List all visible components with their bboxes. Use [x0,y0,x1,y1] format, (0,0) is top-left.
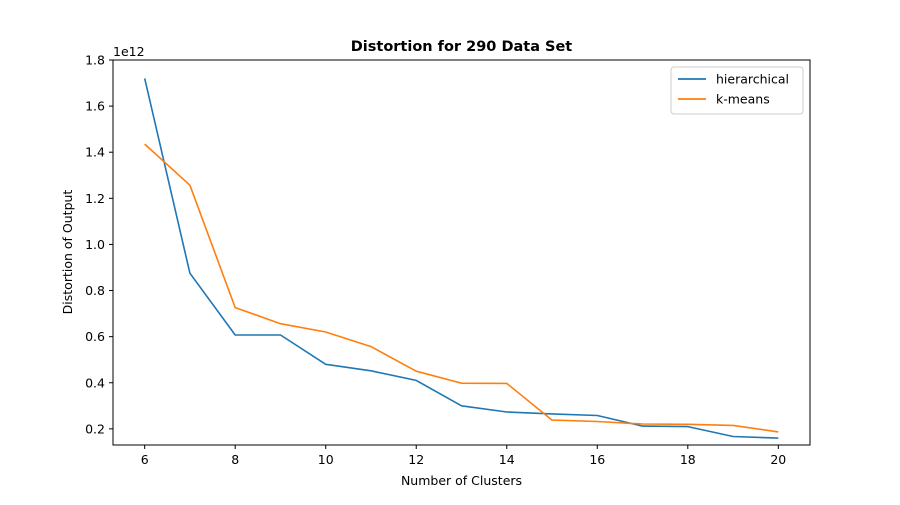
y-tick-label: 1.0 [85,237,105,252]
x-tick-label: 8 [231,452,239,467]
y-tick-label: 1.8 [85,53,105,68]
x-axis-label: Number of Clusters [401,473,522,488]
x-tick-label: 16 [589,452,605,467]
y-tick-label: 0.2 [85,421,105,436]
legend-label-hierarchical: hierarchical [716,72,789,87]
y-axis-ticks: 0.2 0.4 0.6 0.8 1.0 1.2 1.4 1.6 1.8 [85,53,113,436]
series-line-k-means [144,143,779,433]
series-lines [143,78,779,439]
plot-area-frame [112,59,811,446]
legend-label-k-means: k-means [716,92,770,107]
y-tick-label: 1.6 [85,99,105,114]
y-tick-label: 0.4 [85,375,105,390]
x-axis-ticks: 6 8 10 12 14 16 18 20 [141,445,786,467]
y-tick-label: 1.4 [85,145,105,160]
y-axis-label: Distortion of Output [60,190,75,315]
chart-title: Distortion for 290 Data Set [351,39,573,55]
x-tick-label: 20 [770,452,786,467]
series-line-hierarchical [143,78,779,439]
y-tick-label: 1.2 [85,191,105,206]
y-tick-label: 0.6 [85,329,105,344]
legend: hierarchical k-means [670,66,804,115]
x-tick-label: 14 [499,452,515,467]
y-tick-label: 0.8 [85,283,105,298]
x-tick-label: 6 [141,452,149,467]
x-tick-label: 12 [408,452,424,467]
x-tick-label: 18 [680,452,696,467]
x-tick-label: 10 [318,452,334,467]
y-axis-offset-label: 1e12 [113,44,145,59]
